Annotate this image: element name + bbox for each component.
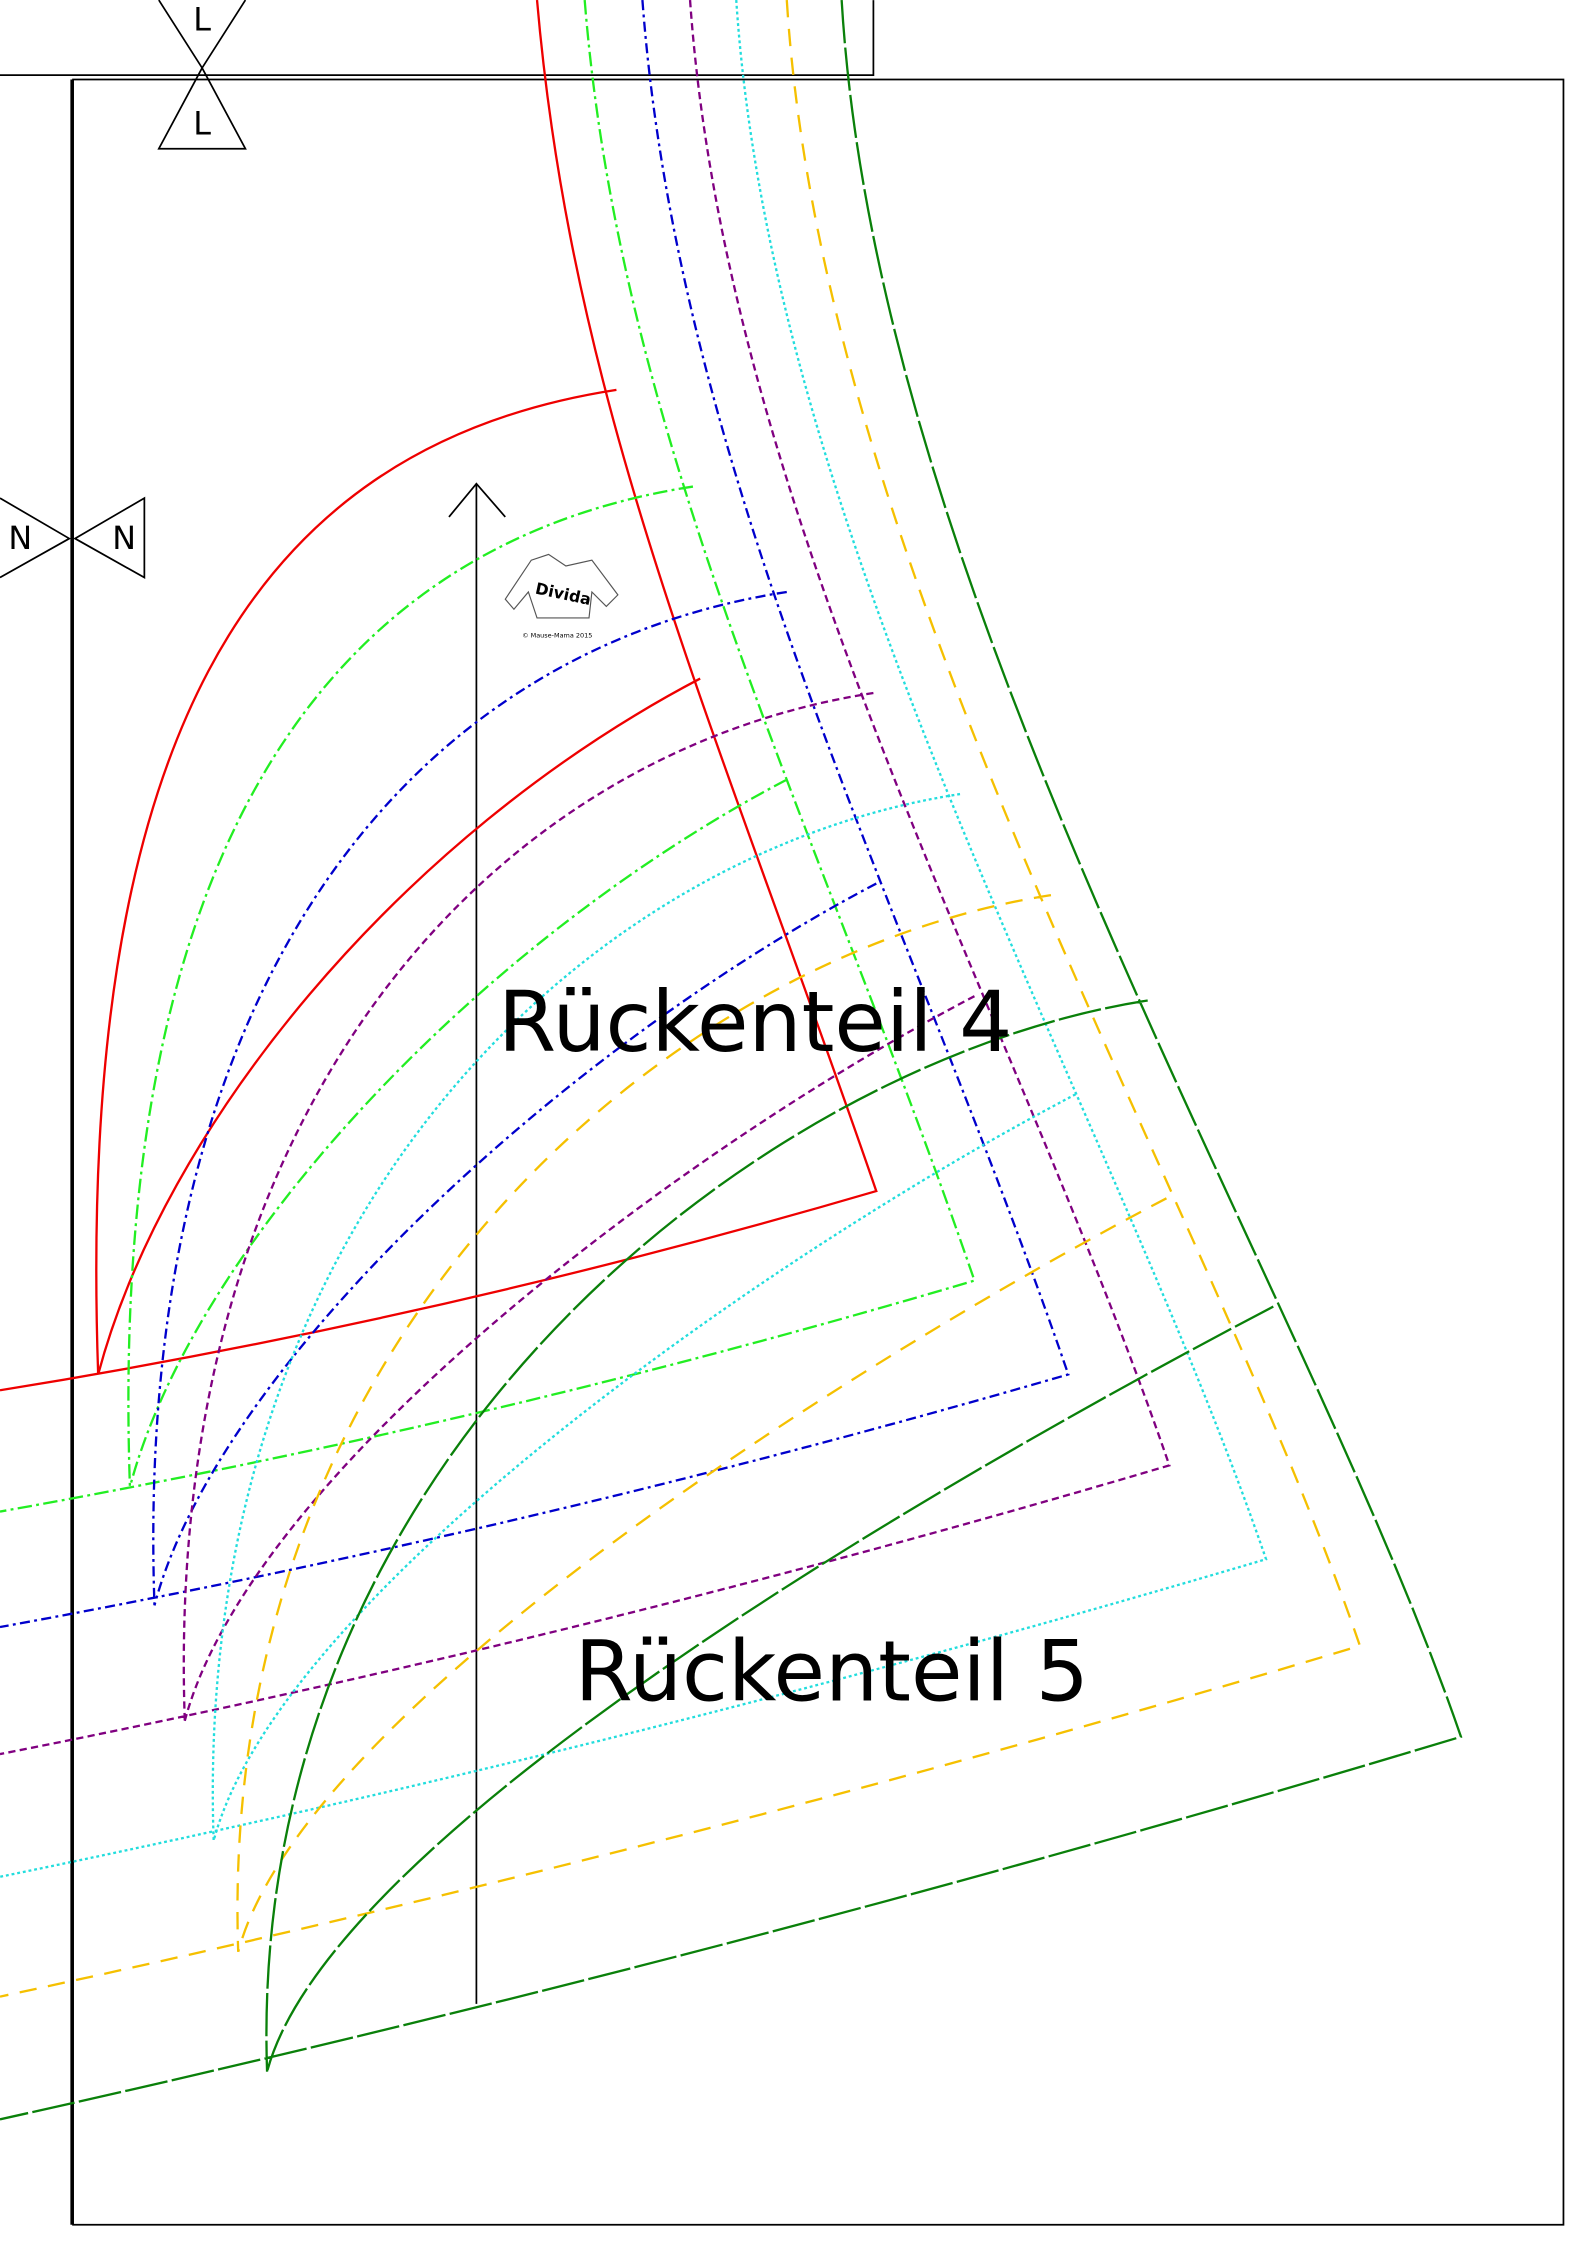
marker-triangle bbox=[157, 66, 247, 150]
marker-label: N bbox=[112, 521, 136, 557]
size-outline bbox=[0, 0, 1463, 2121]
sheet-border bbox=[72, 78, 1565, 2226]
marker-label: N bbox=[8, 521, 32, 557]
size-lines bbox=[0, 0, 1463, 2121]
piece-label: Rückenteil 4 bbox=[498, 973, 1012, 1071]
logo-name: Divida bbox=[534, 579, 593, 609]
size-outline bbox=[0, 0, 1171, 1756]
size-outline bbox=[0, 0, 878, 1392]
grain-arrow bbox=[448, 482, 506, 518]
logo-shirt bbox=[504, 553, 619, 619]
marker-triangle bbox=[0, 497, 72, 579]
piece-label: Rückenteil 5 bbox=[575, 1623, 1089, 1721]
marker-label: L bbox=[193, 3, 211, 39]
size-outline bbox=[0, 0, 1070, 1629]
marker-triangle bbox=[73, 496, 146, 580]
size-outline bbox=[0, 0, 976, 1513]
size-outline bbox=[0, 0, 1362, 1998]
upper-sheet-border bbox=[0, 0, 875, 77]
logo-copyright: © Mause-Mama 2015 bbox=[522, 631, 592, 639]
marker-label: L bbox=[193, 107, 211, 143]
size-outline bbox=[0, 0, 1268, 1878]
logo: Divida © Mause-Mama 2015 bbox=[504, 553, 619, 639]
frame bbox=[0, 0, 1565, 2226]
